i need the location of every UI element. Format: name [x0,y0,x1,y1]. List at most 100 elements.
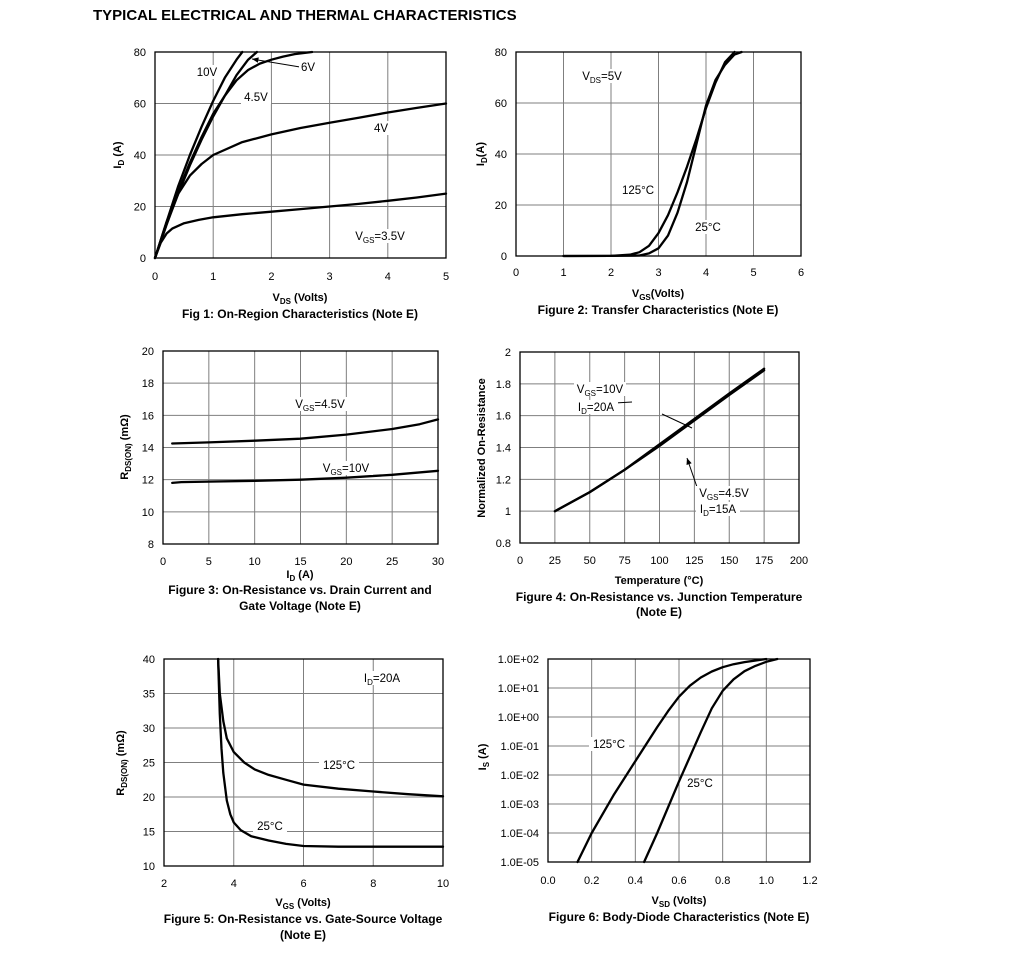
fig5-xtick-label: 8 [370,878,376,890]
fig1-annotation-bg [352,229,408,243]
fig1-annotation-rest: =3.5V [374,231,405,243]
fig2-x-axis-title-sub: GS [639,293,651,302]
fig5-caption: Figure 5: On-Resistance vs. Gate-Source … [164,912,443,926]
fig3-xtick-label: 5 [206,556,212,568]
fig1-xtick-label: 2 [268,271,274,283]
fig5-x-axis-title: VGS (Volts) [275,897,331,911]
fig6-xtick-label: 0.4 [628,875,643,887]
fig1-ytick-label: 20 [134,202,146,214]
fig4-xtick-label: 25 [549,555,561,567]
fig1-series-4-line [153,192,448,260]
fig5-series-0-line [216,657,445,798]
fig4-ytick-label: 1.8 [496,379,511,391]
fig4-chart: 0 25 50 75 100 125 150 175 200 0.8 1 1.2 1.4 1.6 1.8 2 V… [476,347,808,619]
fig5-x-axis-title-sub: GS [283,902,295,911]
fig6-ytick-label: 1.0E-04 [500,828,539,840]
fig5-ytick-label: 35 [143,689,155,701]
fig1-annotation: VGS=3.5V [355,231,405,245]
fig2-y-axis-title-rest: (A) [475,142,487,158]
fig2-chart: 0 1 2 3 4 5 6020406080VDS=5V125°C25°CVGS(Volts… [475,47,804,317]
fig1-y-axis-title-sub: D [117,160,126,166]
fig5-annotation-bg [360,671,404,685]
fig5-annotation: ID=20A [364,673,400,687]
page-title: TYPICAL ELECTRICAL AND THERMAL CHARACTER… [93,7,517,24]
fig4-annotation-main: V [577,384,585,396]
fig4-annotation-main: I [700,504,703,516]
fig2-annotation-sub: DS [590,76,601,85]
fig3-annotation-main: V [295,399,303,411]
fig3-ytick-label: 12 [142,475,154,487]
fig2-y-axis-title-main: I [475,163,487,166]
fig6-xtick-label: 0.8 [715,875,730,887]
fig6-annotation-bg [683,776,717,790]
fig3-chart: 0 5 10 15 20 25 308101214161820VGS=4.5VVGS=10V… [119,346,444,613]
fig4-annotation: VGS=4.5V [699,488,749,502]
fig4-annotation-bg [574,382,626,396]
fig5-annotation-bg [319,758,359,772]
fig1-annotation: 4.5V [244,92,268,104]
fig3-y-axis-title-sub: DS(ON) [124,443,133,472]
fig5-annotation-bg [253,819,287,833]
fig5-xtick-label: 10 [437,878,449,890]
fig2-xtick-label: 4 [703,267,709,279]
fig3-xtick-label: 25 [386,556,398,568]
fig1-ytick-label: 60 [134,99,146,111]
fig2-ytick-label: 60 [495,98,507,110]
fig3-ytick-label: 18 [142,378,154,390]
fig4-annotation-bg [696,502,740,516]
fig6-plot-frame [547,658,811,863]
fig2-ytick-label: 40 [495,149,507,161]
fig3-ytick-label: 8 [148,539,154,551]
fig6-annotation-bg [589,737,629,751]
fig3-series-1-line [171,469,440,485]
fig1-plot-frame [154,51,447,259]
fig4-ytick-label: 1.2 [496,474,511,486]
fig2-y-axis-title: ID(A) [475,142,489,166]
fig5-annotation: 125°C [323,760,355,772]
fig4-caption-line2: (Note E) [636,605,682,619]
fig1-ytick-label: 80 [134,47,146,59]
fig4-annotation: VGS=10V [577,384,624,398]
fig2-xtick-label: 0 [513,267,519,279]
fig6-caption: Figure 6: Body-Diode Characteristics (No… [549,910,810,924]
fig1-annotation-sub: GS [363,236,375,245]
fig3-annotation: VGS=10V [323,463,370,477]
fig5-y-axis-title: RDS(ON) (mΩ) [115,730,129,796]
fig5-x-axis-title-rest: (Volts) [294,897,331,909]
fig1-xtick-label: 0 [152,271,158,283]
fig5-xtick-label: 4 [231,878,237,890]
fig3-annotation-bg [319,461,373,475]
fig4-xtick-label: 100 [650,555,668,567]
fig3-y-axis-title: RDS(ON) (mΩ) [119,414,133,480]
fig1-xtick-label: 4 [385,271,391,283]
fig6-xtick-label: 1.0 [759,875,774,887]
fig4-caption: Figure 4: On-Resistance vs. Junction Tem… [516,590,803,604]
fig5-ytick-label: 40 [143,654,155,666]
fig2-annotation-main: V [582,71,590,83]
fig4-x-axis-title: Temperature (°C) [615,575,704,587]
fig6-ytick-label: 1.0E+01 [498,683,539,695]
fig6-annotation: 125°C [593,739,625,751]
fig2-x-axis-title: VGS(Volts) [632,288,685,302]
fig6-series-0-line [576,657,768,864]
fig2-annotation-bg [618,183,658,197]
fig6-y-axis-title-rest: (A) [477,743,489,762]
fig3-annotation-sub: GS [330,468,342,477]
fig6-y-axis-title-sub: S [482,761,491,767]
fig4-annotation-rest: =4.5V [718,488,749,500]
fig2-xtick-label: 1 [560,267,566,279]
fig4-annotation-sub: GS [707,493,719,502]
fig1-x-axis-title-sub: DS [280,297,292,306]
fig2-y-axis-title-sub: D [480,157,489,163]
fig1-xtick-label: 3 [327,271,333,283]
fig6-ytick-label: 1.0E-03 [500,799,539,811]
fig1-x-axis-title-main: V [273,292,281,304]
fig3-ytick-label: 16 [142,410,154,422]
fig3-ytick-label: 20 [142,346,154,358]
fig6-x-axis-title-sub: SD [659,900,670,909]
fig3-xtick-label: 20 [340,556,352,568]
fig4-ytick-label: 1.6 [496,411,511,423]
fig3-series-0-line [171,418,440,445]
fig3-xtick-label: 10 [249,556,261,568]
